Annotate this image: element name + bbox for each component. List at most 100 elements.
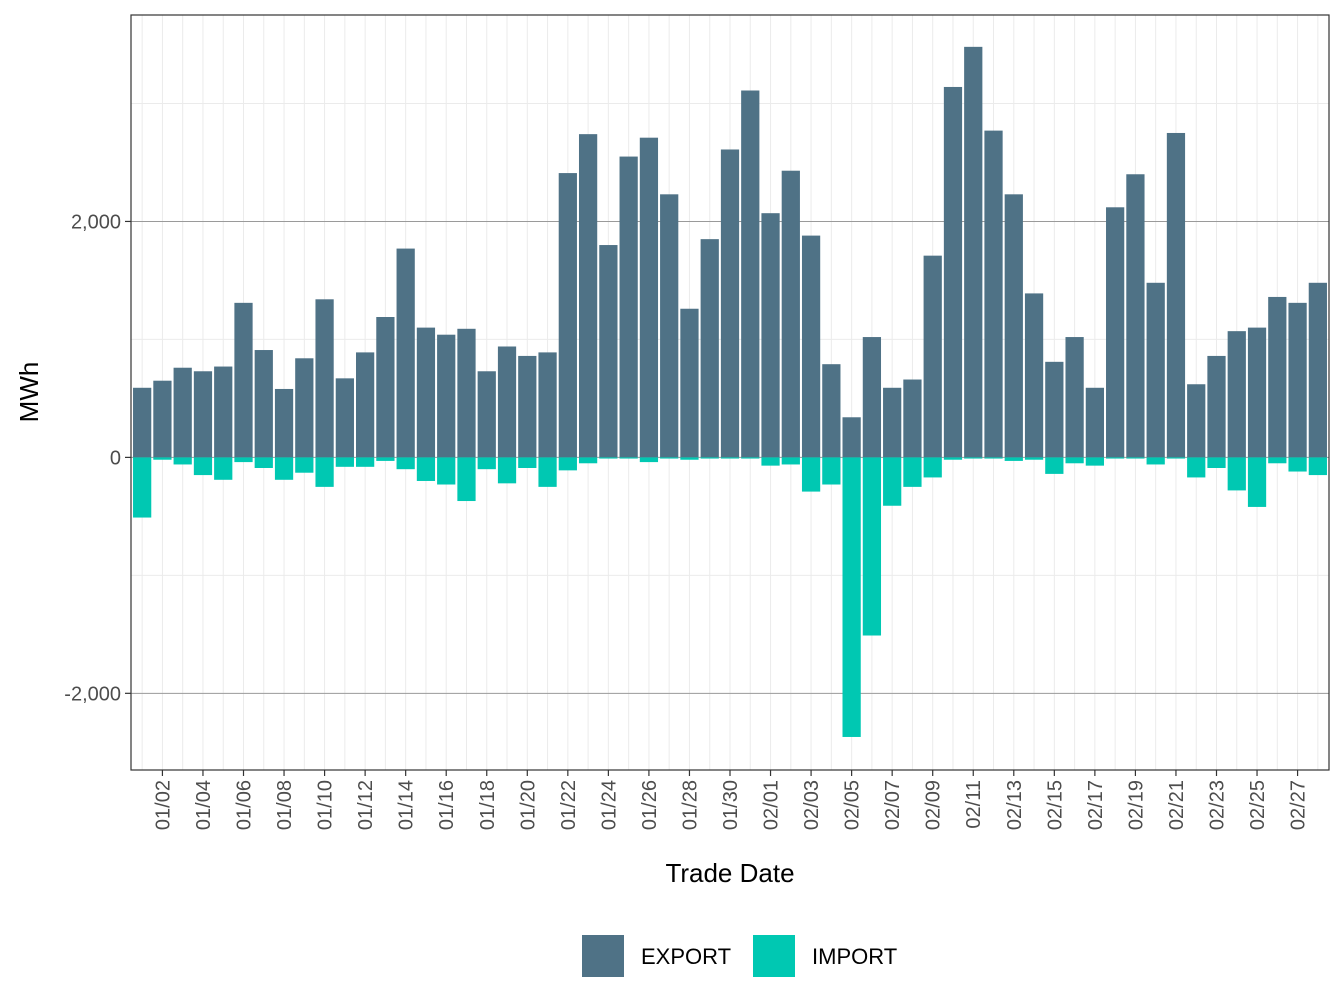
bar-import <box>538 457 557 487</box>
bar-export <box>416 327 436 458</box>
x-tick-label: 01/28 <box>679 780 701 830</box>
bar-export <box>984 130 1003 458</box>
bar-import <box>193 457 213 476</box>
bar-import <box>153 457 172 460</box>
bar-import <box>1004 457 1023 461</box>
bar-import <box>376 457 395 461</box>
x-tick-label: 01/26 <box>639 780 661 830</box>
x-tick-label: 01/24 <box>598 780 620 830</box>
x-tick-label: 01/06 <box>234 780 256 830</box>
bar-import <box>1308 457 1327 476</box>
bar-export <box>558 173 577 458</box>
bar-import <box>700 457 719 459</box>
bar-import <box>437 457 456 485</box>
bar-import <box>1024 457 1044 460</box>
bar-export <box>923 255 942 458</box>
bar-export <box>396 248 415 458</box>
bar-export <box>1207 355 1226 458</box>
bar-import <box>964 457 983 459</box>
bar-export <box>457 328 476 458</box>
bar-export <box>234 302 253 458</box>
bar-export <box>356 352 375 458</box>
bar-import <box>1207 457 1226 468</box>
bar-import <box>1106 457 1125 459</box>
bar-import <box>1126 457 1145 459</box>
bar-import <box>1288 457 1307 472</box>
bar-export <box>1065 337 1084 458</box>
bar-export <box>1024 293 1044 458</box>
x-tick-label: 01/30 <box>720 780 742 830</box>
x-tick-label: 01/22 <box>558 780 580 830</box>
bar-import <box>356 457 375 467</box>
bar-export <box>477 371 496 458</box>
bar-export <box>1308 282 1327 458</box>
x-tick-label: 02/19 <box>1125 780 1147 830</box>
bar-import <box>274 457 294 480</box>
bar-import <box>619 457 638 459</box>
bar-import <box>1166 457 1186 459</box>
bar-export <box>700 239 719 458</box>
bar-import <box>1065 457 1084 464</box>
bar-export <box>295 358 314 458</box>
bar-import <box>335 457 354 467</box>
bar-import <box>781 457 800 465</box>
bar-export <box>274 388 294 458</box>
bar-import <box>133 457 152 518</box>
bar-import <box>1085 457 1104 466</box>
bar-import <box>741 457 760 459</box>
x-tick-label: 01/12 <box>355 780 377 830</box>
bar-import <box>1045 457 1064 474</box>
bar-import <box>822 457 841 485</box>
bar-export <box>822 364 841 458</box>
bar-export <box>862 337 882 458</box>
bar-import <box>923 457 942 478</box>
bar-export <box>964 46 983 458</box>
bar-import <box>984 457 1003 459</box>
x-tick-label: 02/07 <box>882 780 904 830</box>
bar-import <box>234 457 253 463</box>
x-tick-label: 02/17 <box>1085 780 1107 830</box>
y-tick-label: -2,000 <box>64 683 121 705</box>
bar-export <box>781 170 800 458</box>
x-tick-label: 01/08 <box>274 780 296 830</box>
x-tick-label: 02/11 <box>963 780 985 829</box>
x-tick-label: 01/14 <box>396 780 418 830</box>
bar-import <box>761 457 780 466</box>
y-tick-label: 2,000 <box>71 211 121 233</box>
legend-key-export <box>582 935 624 977</box>
x-tick-label: 02/03 <box>801 780 823 830</box>
bar-import <box>518 457 537 468</box>
bar-import <box>497 457 517 484</box>
bar-export <box>497 346 517 458</box>
legend-key-import <box>753 935 795 977</box>
legend: EXPORT IMPORT <box>582 935 897 977</box>
bar-import <box>862 457 882 636</box>
bar-export <box>1004 194 1023 458</box>
bar-export <box>599 245 618 458</box>
bar-import <box>558 457 577 471</box>
bar-import <box>720 457 740 459</box>
x-tick-label: 01/02 <box>152 780 174 830</box>
bar-export <box>1227 331 1246 458</box>
x-axis-title: Trade Date <box>665 858 794 888</box>
bar-export <box>1288 302 1307 458</box>
bar-export <box>680 308 699 458</box>
x-tick-label: 01/20 <box>517 780 539 830</box>
x-tick-label: 02/05 <box>842 780 864 830</box>
x-tick-label: 02/23 <box>1206 780 1228 830</box>
x-tick-label: 02/27 <box>1288 780 1310 830</box>
bar-import <box>1146 457 1165 465</box>
x-tick-label: 01/16 <box>436 780 458 830</box>
bar-export <box>315 299 334 458</box>
y-tick-label: 0 <box>110 447 121 469</box>
bar-export <box>193 371 213 458</box>
bar-export <box>842 417 861 458</box>
bar-import <box>639 457 659 463</box>
x-tick-label: 02/01 <box>761 780 783 830</box>
bar-import <box>254 457 273 468</box>
bar-import <box>883 457 902 506</box>
bar-export <box>761 213 780 458</box>
bar-export <box>1166 132 1186 458</box>
bar-import <box>903 457 922 487</box>
